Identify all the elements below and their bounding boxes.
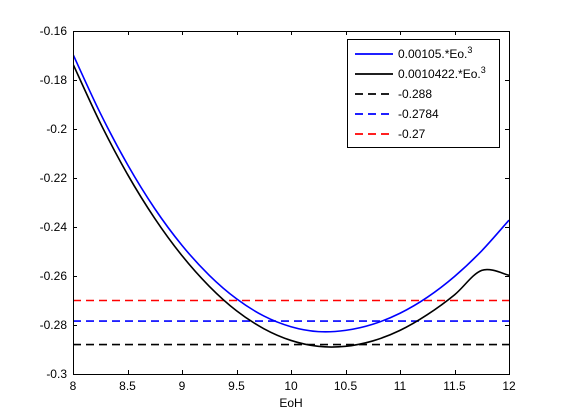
y-tick-label: -0.28 bbox=[40, 318, 68, 332]
y-tick-label: -0.2 bbox=[46, 122, 67, 136]
series-line-1 bbox=[73, 53, 509, 333]
legend-label: 0.0010422.*Eo.3 bbox=[398, 65, 486, 81]
legend: 0.00105.*Eo.3 0.0010422.*Eo.3 -0.288 -0.278… bbox=[347, 39, 500, 148]
series-layer bbox=[73, 53, 509, 348]
x-tick-label: 12 bbox=[502, 379, 516, 393]
ticks-layer bbox=[73, 31, 510, 375]
legend-label: -0.288 bbox=[398, 87, 432, 101]
x-tick-label: 11 bbox=[394, 379, 407, 393]
legend-label: -0.2784 bbox=[398, 107, 439, 121]
x-tick-label: 10.5 bbox=[334, 379, 358, 393]
x-tick-label: 9 bbox=[179, 379, 186, 393]
y-tick-label: -0.18 bbox=[40, 73, 68, 87]
x-axis-label: EoH bbox=[279, 396, 302, 410]
y-tick-label: -0.26 bbox=[40, 269, 68, 283]
legend-label: -0.27 bbox=[398, 127, 426, 141]
x-tick-label: 9.5 bbox=[228, 379, 245, 393]
x-tick-label: 10 bbox=[284, 379, 298, 393]
x-tick-label: 8 bbox=[70, 379, 77, 393]
y-tick-label: -0.24 bbox=[40, 220, 68, 234]
y-tick-label: -0.22 bbox=[40, 171, 68, 185]
series-line-2 bbox=[73, 63, 509, 348]
labels-layer: 8 8.5 9 9.5 10 10.5 11 11.5 12 -0.3 -0.28 -0.26 -0.2… bbox=[40, 24, 516, 410]
y-tick-label: -0.16 bbox=[40, 24, 68, 38]
x-tick-label: 11.5 bbox=[443, 379, 466, 393]
x-tick-label: 8.5 bbox=[119, 379, 136, 393]
legend-label: 0.00105.*Eo.3 bbox=[398, 45, 472, 61]
y-tick-label: -0.3 bbox=[46, 367, 67, 381]
